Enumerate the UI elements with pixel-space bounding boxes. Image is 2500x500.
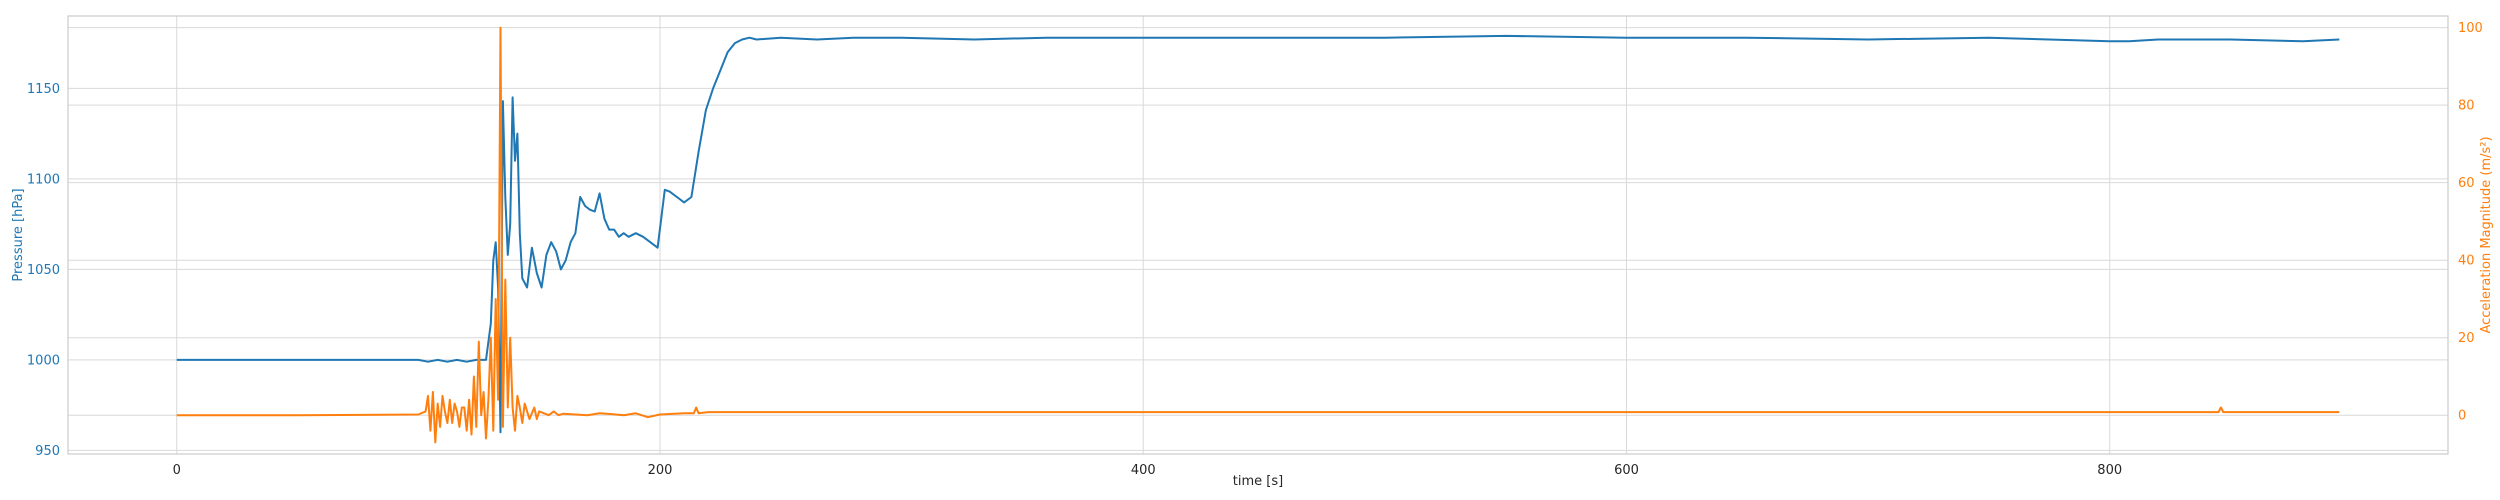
y-axis-right-label: Acceleration Magnitude (m/s²) (2479, 136, 2494, 333)
y-left-tick-label: 1000 (27, 353, 60, 368)
y-left-tick-label: 1150 (27, 82, 60, 97)
x-tick-label: 200 (648, 463, 673, 478)
y-right-tick-label: 100 (2458, 21, 2483, 36)
y-left-tick-label: 1100 (27, 172, 60, 187)
y-left-tick-label: 950 (35, 444, 60, 459)
y-right-tick-label: 20 (2458, 331, 2475, 346)
y-axis-left-label: Pressure [hPa] (11, 188, 26, 281)
y-left-tick-label: 1050 (27, 263, 60, 278)
x-tick-label: 800 (2097, 463, 2122, 478)
x-tick-label: 400 (1131, 463, 1156, 478)
plot-frame (67, 15, 2449, 455)
x-tick-label: 0 (173, 463, 181, 478)
series-layer (176, 26, 2340, 444)
y-right-tick-label: 80 (2458, 99, 2475, 114)
x-axis-label: time [s] (1233, 474, 1283, 489)
y-right-tick-label: 0 (2458, 409, 2466, 424)
acceleration-series-line (176, 26, 2340, 444)
pressure-series-line (176, 34, 2340, 434)
ticks: 0 200 400 600 800 950 1000 1050 1100 1150 0 20 40 60 8… (27, 21, 2483, 478)
y-right-tick-label: 60 (2458, 176, 2475, 191)
y-right-tick-label: 40 (2458, 254, 2475, 269)
x-tick-label: 600 (1614, 463, 1639, 478)
